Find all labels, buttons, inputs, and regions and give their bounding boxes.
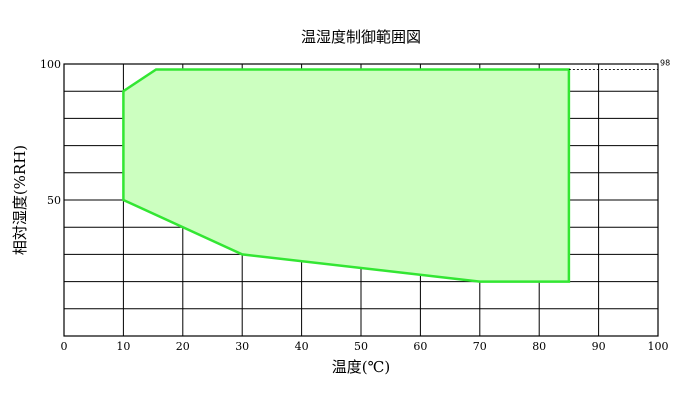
y-tick-label: 100 xyxy=(40,58,61,71)
plot-frame xyxy=(63,63,659,337)
x-tick-label: 90 xyxy=(592,340,606,353)
reference-label-98: 98 xyxy=(660,58,670,67)
x-tick-label: 10 xyxy=(116,340,130,353)
x-tick-label: 40 xyxy=(295,340,309,353)
y-axis-title: 相対湿度(%RH) xyxy=(11,145,29,255)
chart-title: 温湿度制御範囲図 xyxy=(301,28,421,46)
x-tick-label: 50 xyxy=(354,340,368,353)
y-tick-label: 50 xyxy=(47,194,61,207)
x-tick-label: 100 xyxy=(648,340,669,353)
x-tick-label: 30 xyxy=(235,340,249,353)
x-axis-title: 温度(℃) xyxy=(332,358,390,376)
x-tick-labels: 0 10 20 30 40 50 60 70 80 90 100 xyxy=(61,340,669,353)
y-tick-labels: 50 100 xyxy=(40,58,61,207)
x-tick-label: 60 xyxy=(413,340,427,353)
x-tick-label: 20 xyxy=(176,340,190,353)
x-tick-label: 70 xyxy=(473,340,487,353)
control-range-area xyxy=(122,68,571,283)
x-tick-label: 80 xyxy=(532,340,546,353)
x-tick-label: 0 xyxy=(61,340,68,353)
